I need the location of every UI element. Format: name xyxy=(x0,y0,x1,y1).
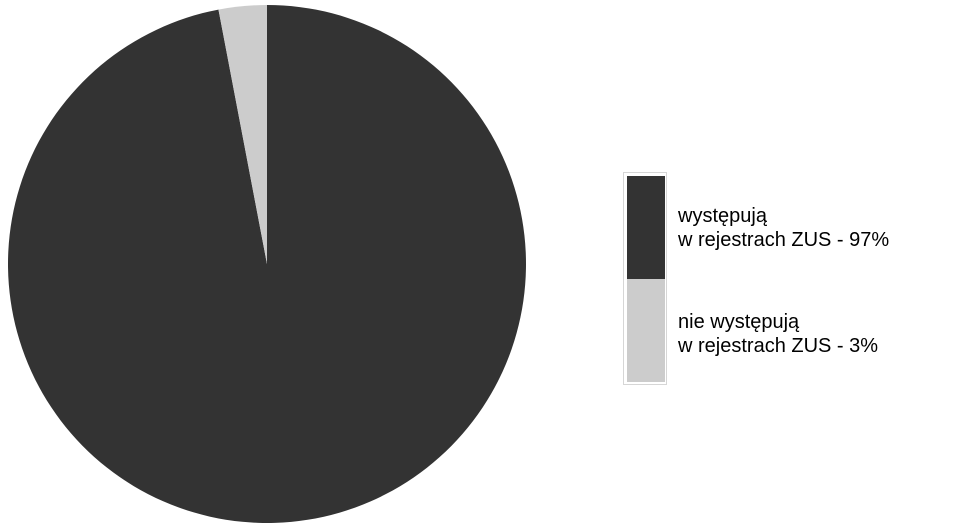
legend-label-line2: w rejestrach ZUS - 97% xyxy=(678,229,890,251)
pie-slice-wystepuja xyxy=(8,5,526,523)
legend-label-nie-wystepuja: nie występują w rejestrach ZUS - 3% xyxy=(678,310,878,358)
chart-legend: występują w rejestrach ZUS - 97% nie wys… xyxy=(623,172,953,387)
legend-swatch-frame xyxy=(623,172,667,385)
legend-label-line2: w rejestrach ZUS - 3% xyxy=(678,335,879,357)
legend-swatch-wystepuja xyxy=(627,176,665,279)
legend-label-line1: nie występują xyxy=(678,311,800,333)
legend-label-wystepuja: występują w rejestrach ZUS - 97% xyxy=(678,204,889,252)
legend-swatch-nie-wystepuja xyxy=(627,279,665,382)
legend-label-line1: występują xyxy=(678,205,767,227)
pie-slices xyxy=(8,5,526,523)
pie-slice-nie-wystepuja xyxy=(218,5,267,264)
